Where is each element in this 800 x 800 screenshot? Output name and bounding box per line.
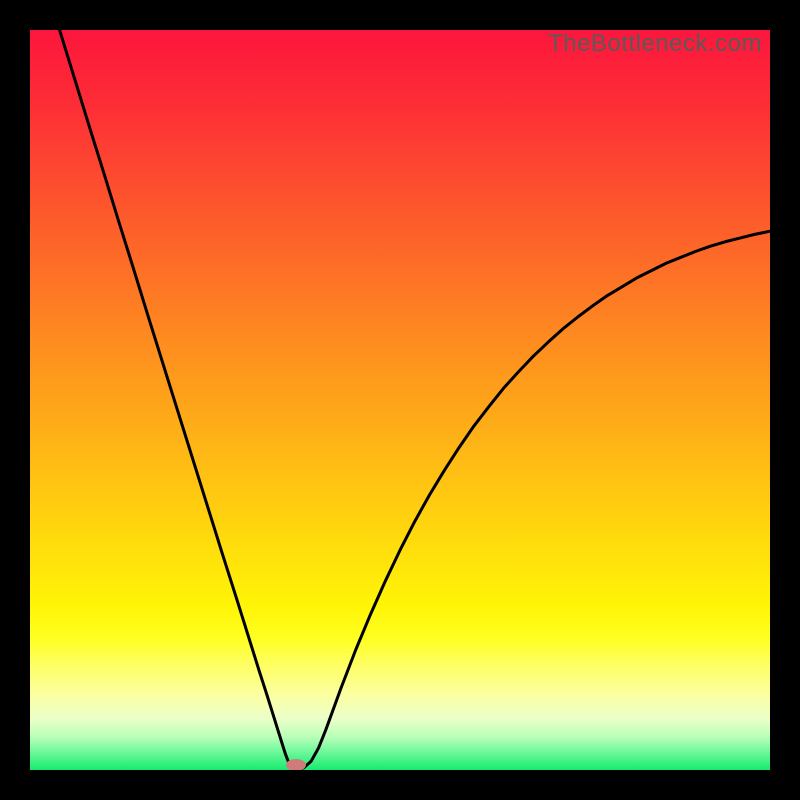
frame-top	[0, 0, 800, 30]
watermark-text: TheBottleneck.com	[548, 30, 762, 58]
frame-right	[770, 0, 800, 800]
plot-area: TheBottleneck.com	[30, 30, 770, 770]
frame-bottom	[0, 770, 800, 800]
bottleneck-curve	[30, 30, 770, 770]
minimum-marker	[286, 759, 306, 770]
frame-left	[0, 0, 30, 800]
